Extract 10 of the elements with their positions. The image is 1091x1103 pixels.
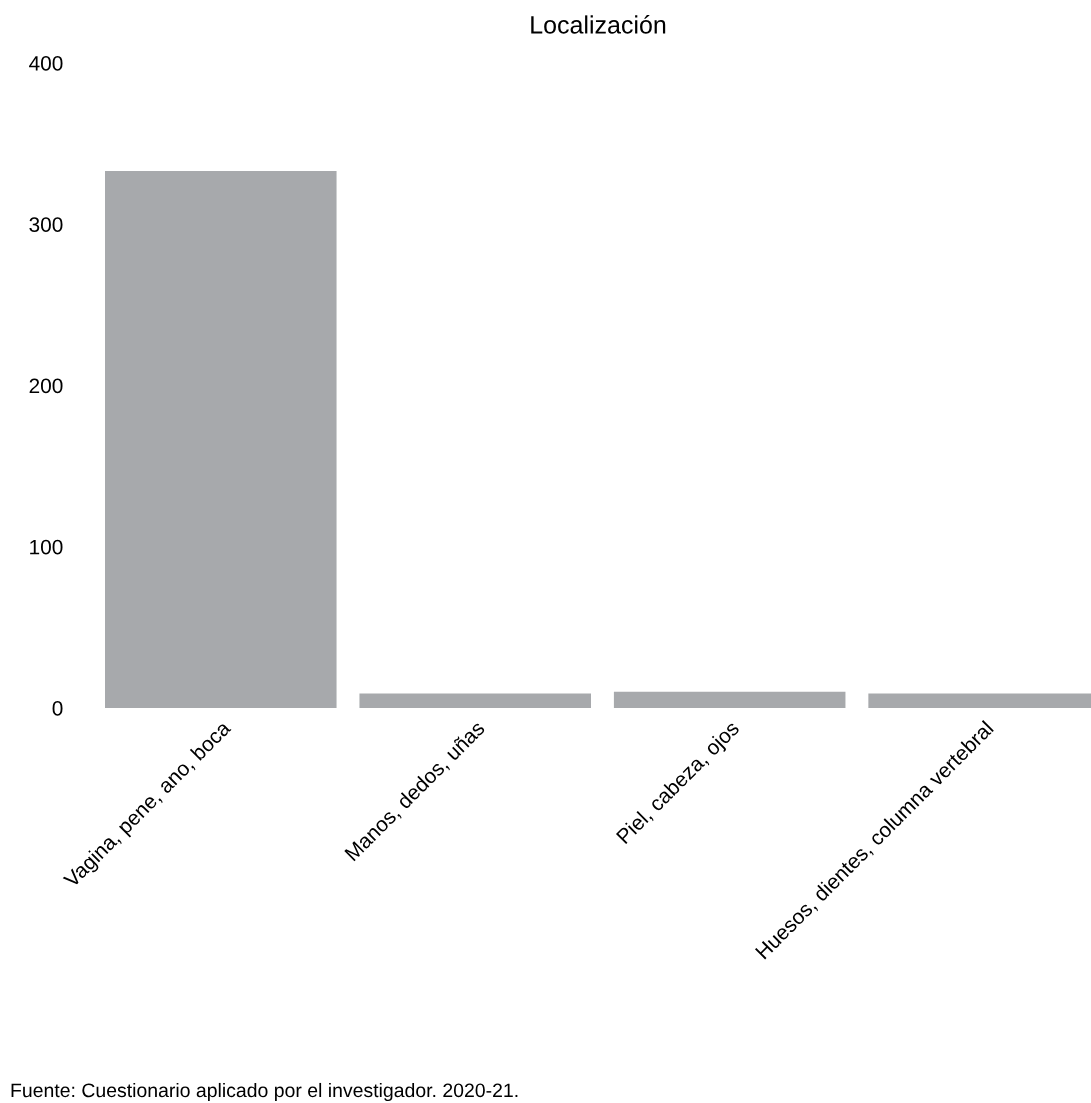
y-tick-label: 100 <box>30 539 63 555</box>
bar <box>359 693 591 708</box>
source-note: Fuente: Cuestionario aplicado por el investigador. 2020-21. <box>11 1082 518 1102</box>
bar <box>613 691 846 708</box>
y-tick-label: 200 <box>29 378 63 394</box>
chart-title: Localización <box>531 15 666 34</box>
y-tick-label: 400 <box>29 56 63 71</box>
y-tick-label: 300 <box>29 217 63 232</box>
y-tick-label: 0 <box>52 701 63 716</box>
bar <box>105 171 337 708</box>
